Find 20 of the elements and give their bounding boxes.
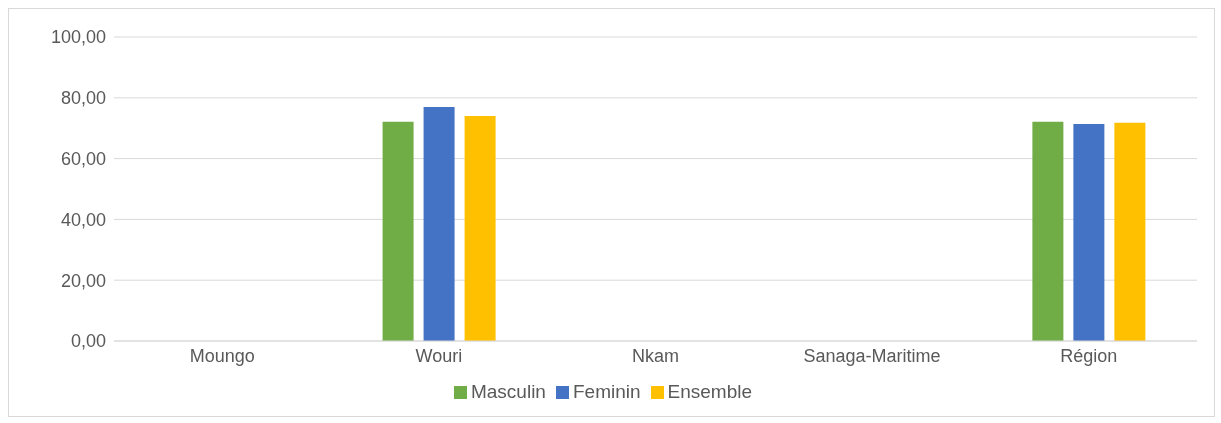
y-tick-label: 20,00 <box>60 270 106 291</box>
bar <box>1032 121 1064 341</box>
bar <box>423 106 455 341</box>
y-tick-label: 0,00 <box>70 331 106 352</box>
y-tick-label: 80,00 <box>60 88 106 109</box>
bar <box>1073 123 1105 341</box>
x-tick-label: Région <box>1060 345 1118 366</box>
x-tick-label: Sanaga-Maritime <box>803 345 941 366</box>
x-tick-label: Nkam <box>631 345 680 366</box>
bar <box>382 121 414 341</box>
x-tick-label: Moungo <box>189 345 255 366</box>
bar <box>464 116 496 341</box>
legend-label: Feminin <box>572 381 641 402</box>
y-tick-label: 100,00 <box>50 27 106 48</box>
x-tick-label: Wouri <box>415 345 463 366</box>
legend-label: Masculin <box>470 381 546 402</box>
y-tick-label: 60,00 <box>60 148 106 169</box>
bar <box>1114 122 1146 341</box>
y-tick-label: 40,00 <box>60 209 106 230</box>
legend-label: Ensemble <box>667 381 753 402</box>
